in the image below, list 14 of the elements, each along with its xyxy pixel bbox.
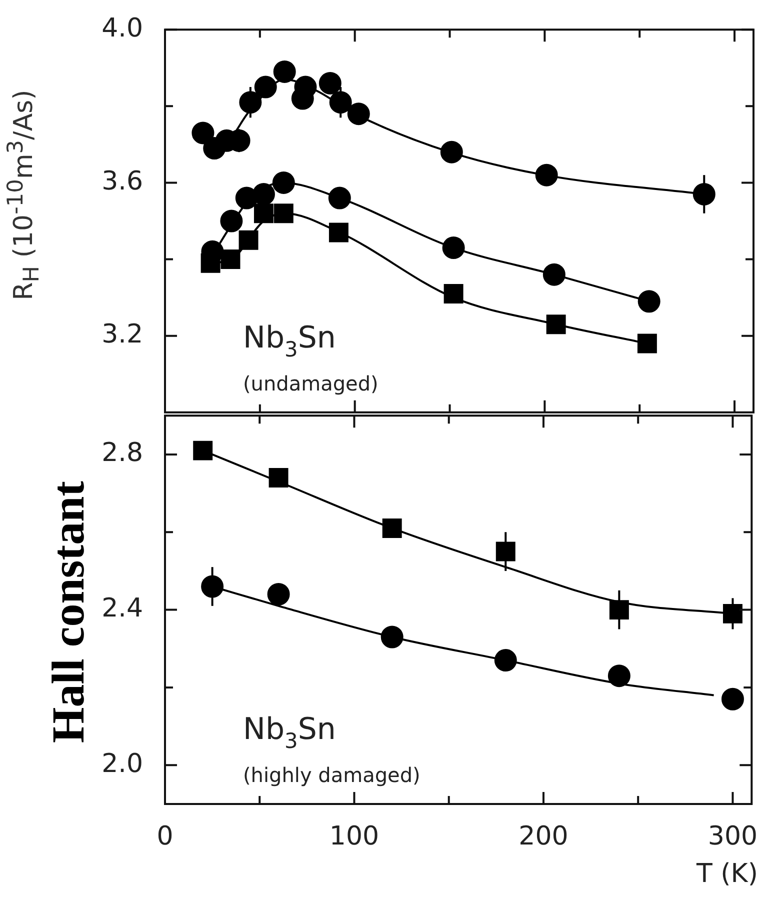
annotation: (undamaged): [243, 371, 378, 396]
x-tick-label: 200: [518, 821, 568, 852]
y-tick-label: 3.6: [102, 166, 143, 196]
y-tick-label: 4.0: [102, 13, 143, 44]
x-axis-title: T (K): [696, 859, 758, 889]
y-tick-label: 2.8: [102, 438, 143, 468]
y-tick-label: 2.0: [102, 748, 143, 779]
annotation: (highly damaged): [243, 763, 420, 787]
y-axis-title: Hall constant: [42, 481, 94, 743]
x-tick-label: 100: [329, 821, 380, 852]
x-tick-label: 0: [156, 821, 174, 852]
y-tick-label: 2.4: [102, 594, 143, 624]
y-tick-label: 3.2: [102, 320, 143, 350]
x-tick-label: 300: [708, 821, 758, 852]
